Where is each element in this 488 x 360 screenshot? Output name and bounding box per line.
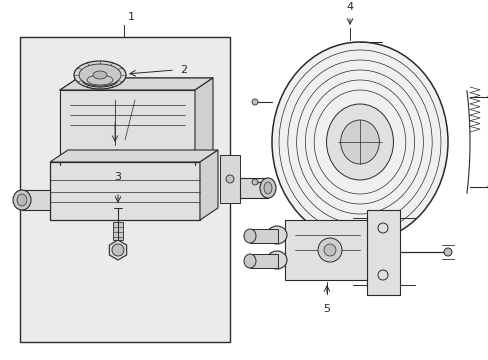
- Ellipse shape: [244, 229, 256, 243]
- Text: 2: 2: [180, 65, 187, 75]
- Bar: [249, 254, 278, 268]
- Ellipse shape: [340, 120, 379, 164]
- Text: 5: 5: [323, 304, 330, 314]
- Ellipse shape: [79, 64, 121, 86]
- Text: 3: 3: [114, 172, 121, 182]
- Ellipse shape: [93, 71, 107, 79]
- Circle shape: [443, 248, 451, 256]
- Bar: [249, 229, 278, 243]
- Circle shape: [324, 244, 335, 256]
- Circle shape: [317, 238, 341, 262]
- Polygon shape: [366, 210, 399, 295]
- Polygon shape: [240, 178, 267, 198]
- Bar: [50, 162, 200, 220]
- Ellipse shape: [271, 42, 447, 242]
- Ellipse shape: [13, 190, 31, 210]
- Ellipse shape: [326, 104, 393, 180]
- Circle shape: [251, 99, 258, 105]
- Bar: [20, 37, 229, 342]
- Polygon shape: [200, 150, 218, 220]
- Bar: [113, 222, 123, 240]
- Circle shape: [112, 244, 124, 256]
- Text: 4: 4: [346, 2, 353, 12]
- Text: 1: 1: [127, 12, 134, 22]
- Ellipse shape: [74, 61, 126, 89]
- Ellipse shape: [244, 254, 256, 268]
- Ellipse shape: [266, 226, 286, 244]
- Circle shape: [487, 93, 488, 101]
- Ellipse shape: [264, 182, 271, 194]
- Polygon shape: [60, 78, 213, 90]
- Polygon shape: [109, 240, 126, 260]
- Ellipse shape: [260, 178, 275, 198]
- Polygon shape: [285, 220, 366, 280]
- Bar: [220, 155, 240, 203]
- Polygon shape: [195, 78, 213, 165]
- Ellipse shape: [87, 75, 113, 85]
- Ellipse shape: [266, 251, 286, 269]
- Ellipse shape: [82, 73, 118, 87]
- Bar: [60, 90, 195, 165]
- Ellipse shape: [225, 175, 234, 183]
- Circle shape: [487, 183, 488, 191]
- Polygon shape: [22, 190, 50, 210]
- Circle shape: [251, 179, 258, 185]
- Polygon shape: [50, 150, 218, 162]
- Ellipse shape: [17, 194, 27, 206]
